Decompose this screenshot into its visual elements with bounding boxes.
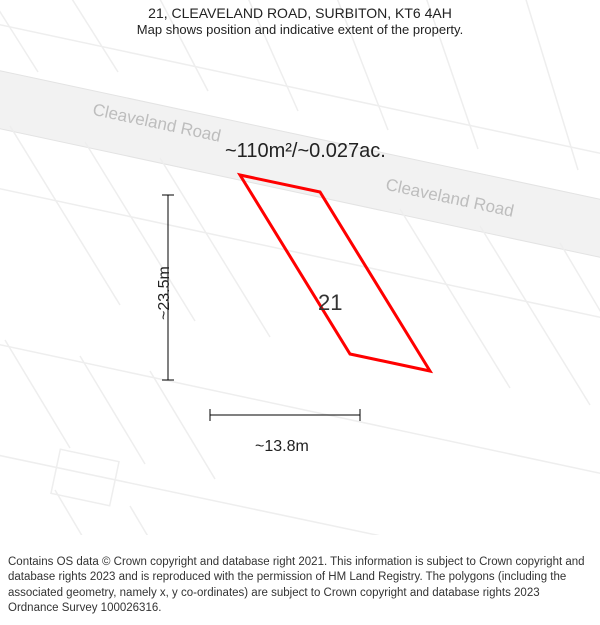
dimension-horizontal-label: ~13.8m xyxy=(255,438,309,456)
header: 21, CLEAVELAND ROAD, SURBITON, KT6 4AH M… xyxy=(0,4,600,39)
page-container: 21, CLEAVELAND ROAD, SURBITON, KT6 4AH M… xyxy=(0,0,600,625)
page-subtitle: Map shows position and indicative extent… xyxy=(0,22,600,39)
page-title: 21, CLEAVELAND ROAD, SURBITON, KT6 4AH xyxy=(0,4,600,22)
footer-copyright: Contains OS data © Crown copyright and d… xyxy=(0,549,600,625)
dimension-vertical-label: ~23.5m xyxy=(156,266,174,320)
plot-number-label: 21 xyxy=(318,290,342,316)
area-label: ~110m²/~0.027ac. xyxy=(225,140,386,163)
map-area: ~110m²/~0.027ac. ~23.5m ~13.8m 21 Cleave… xyxy=(0,0,600,535)
